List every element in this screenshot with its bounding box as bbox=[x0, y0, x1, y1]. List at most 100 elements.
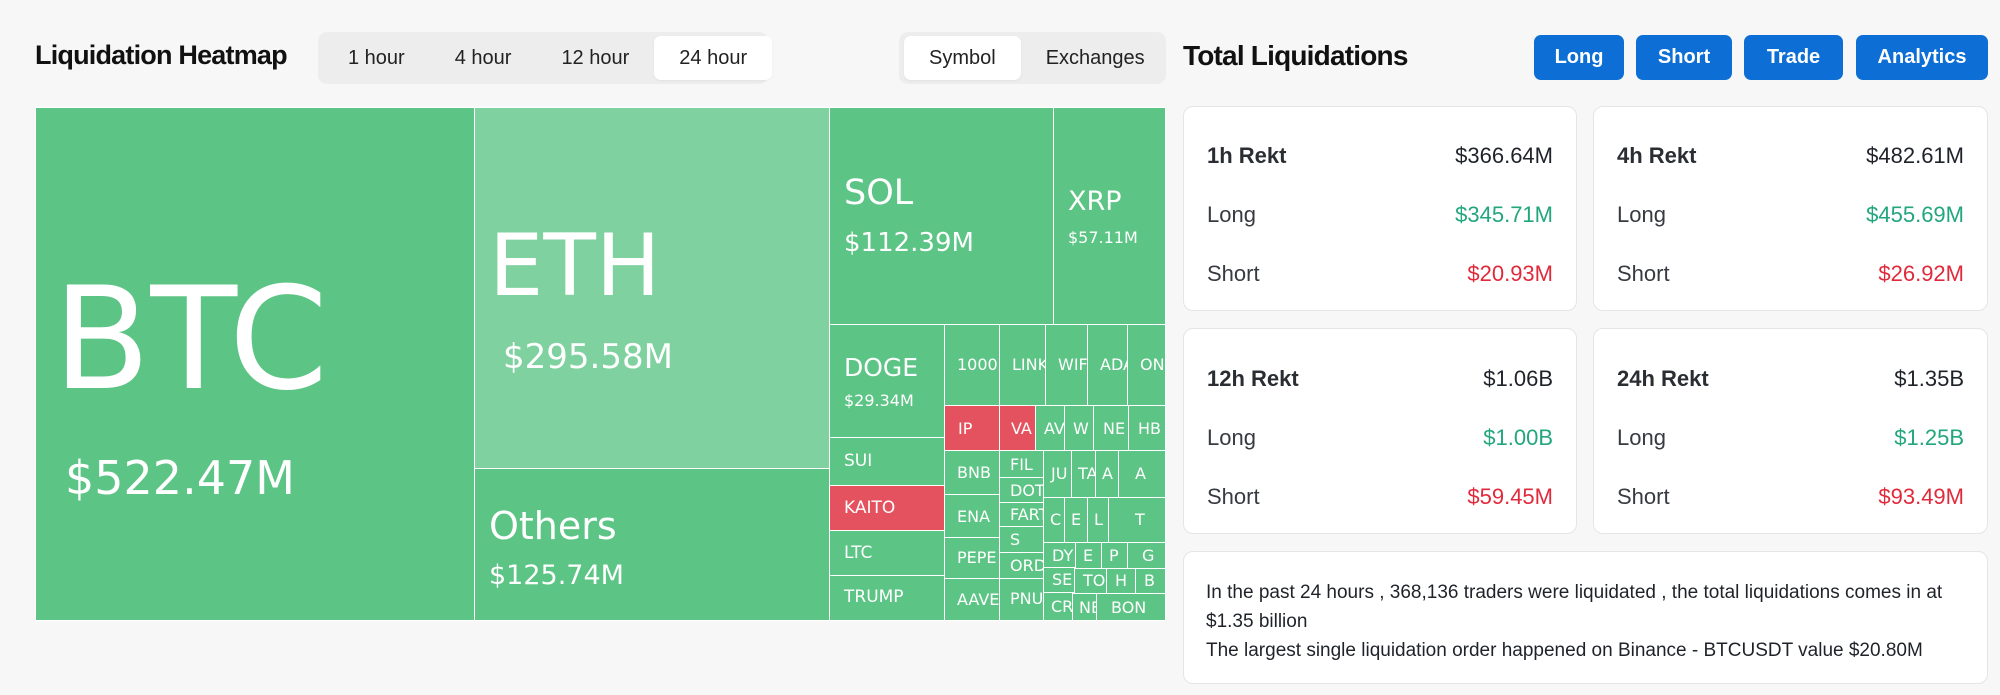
tile-symbol: W bbox=[1073, 419, 1089, 438]
tile-symbol: PNU bbox=[1010, 589, 1044, 608]
heatmap-tile-small[interactable]: DOT bbox=[999, 477, 1044, 503]
card-total: $1.35B bbox=[1894, 366, 1964, 391]
tile-symbol: Others bbox=[489, 504, 617, 548]
heatmap-tile-small[interactable]: SE bbox=[1043, 567, 1075, 593]
heatmap-tile-small[interactable]: TO bbox=[1074, 568, 1107, 594]
short-value: $26.92M bbox=[1878, 261, 1964, 286]
heatmap-tile-small[interactable]: FART bbox=[999, 502, 1044, 527]
tile-symbol: AV bbox=[1044, 419, 1065, 438]
heatmap-tile-small[interactable]: DY bbox=[1043, 542, 1076, 568]
heatmap-tile-small[interactable]: CR bbox=[1043, 592, 1073, 621]
heatmap-tile-sol[interactable]: SOL $112.39M bbox=[829, 107, 1054, 325]
tile-symbol: FART bbox=[1010, 505, 1043, 524]
long-value: $345.71M bbox=[1455, 202, 1553, 227]
heatmap-tile-small[interactable]: NE bbox=[1093, 405, 1129, 451]
card-total: $1.06B bbox=[1483, 366, 1553, 391]
trade-button[interactable]: Trade bbox=[1744, 35, 1843, 80]
long-value: $1.00B bbox=[1483, 425, 1553, 450]
tile-symbol: C bbox=[1050, 510, 1062, 529]
heatmap-tile-small[interactable]: T bbox=[1108, 497, 1166, 543]
heatmap-tile-sui[interactable]: SUI bbox=[829, 437, 945, 486]
heatmap-tile-small[interactable]: W bbox=[1064, 405, 1094, 451]
tile-symbol: ORD bbox=[1010, 556, 1044, 575]
time-filter-group: 1 hour 4 hour 12 hour 24 hour bbox=[318, 32, 773, 84]
heatmap-tile-small[interactable]: C bbox=[1043, 497, 1065, 543]
heatmap-tile-small[interactable]: IP bbox=[944, 405, 1000, 451]
heatmap-tile-eth[interactable]: ETH $295.58M bbox=[474, 107, 830, 469]
tile-symbol: E bbox=[1071, 510, 1082, 529]
tile-value: $125.74M bbox=[489, 560, 624, 591]
tile-value: $29.34M bbox=[844, 391, 914, 410]
heatmap-tile-small[interactable]: JU bbox=[1043, 450, 1072, 498]
heatmap-tile-small[interactable]: E bbox=[1064, 497, 1088, 543]
tile-symbol: ONDO bbox=[1140, 355, 1165, 374]
time-filter-12h[interactable]: 12 hour bbox=[561, 47, 630, 69]
short-button[interactable]: Short bbox=[1636, 35, 1732, 80]
heatmap-tile-small[interactable]: ORD bbox=[999, 552, 1044, 579]
heatmap-tile-small[interactable]: G bbox=[1127, 542, 1166, 569]
heatmap-tile-small[interactable]: HB bbox=[1128, 405, 1166, 451]
heatmap-tile-small[interactable]: 1000 bbox=[944, 324, 1000, 406]
heatmap-tile-small[interactable]: A bbox=[1095, 450, 1119, 498]
heatmap-tile-small[interactable]: S bbox=[999, 526, 1044, 553]
view-filter-exchanges[interactable]: Exchanges bbox=[1045, 47, 1145, 69]
tile-symbol: ENA bbox=[957, 507, 991, 526]
tile-symbol: IP bbox=[958, 419, 973, 438]
heatmap-tile-small[interactable]: TA bbox=[1071, 450, 1096, 498]
heatmap-tile-small[interactable]: BNB bbox=[944, 450, 1000, 495]
long-value: $455.69M bbox=[1866, 202, 1964, 227]
heatmap-tile-small[interactable]: H bbox=[1106, 568, 1136, 594]
time-filter-4h[interactable]: 4 hour bbox=[454, 47, 512, 69]
tile-symbol: E bbox=[1083, 546, 1094, 565]
heatmap-tile-others[interactable]: Others $125.74M bbox=[474, 468, 830, 621]
tile-symbol: A bbox=[1135, 464, 1146, 483]
heatmap-tile-small[interactable]: ADA bbox=[1087, 324, 1128, 406]
time-filter-1h[interactable]: 1 hour bbox=[348, 47, 405, 69]
heatmap-tile-small[interactable]: E bbox=[1075, 542, 1102, 569]
tile-symbol: LINK bbox=[1012, 355, 1046, 374]
summary-line-1: In the past 24 hours , 368,136 traders w… bbox=[1206, 582, 1943, 632]
heatmap-tile-small[interactable]: ONDO bbox=[1127, 324, 1166, 406]
long-button[interactable]: Long bbox=[1534, 35, 1624, 80]
heatmap-tile-kaito[interactable]: KAITO bbox=[829, 485, 945, 531]
tile-symbol: TRUMP bbox=[844, 587, 904, 607]
heatmap-tile-trump[interactable]: TRUMP bbox=[829, 575, 945, 621]
card-title: 12h Rekt bbox=[1207, 366, 1299, 391]
heatmap-tile-small[interactable]: LINK bbox=[999, 324, 1046, 406]
tile-symbol: VA bbox=[1011, 419, 1032, 438]
tile-symbol: 1000 bbox=[957, 355, 998, 374]
tile-symbol: B bbox=[1144, 571, 1155, 590]
analytics-button[interactable]: Analytics bbox=[1856, 35, 1988, 80]
tile-symbol: NE bbox=[1079, 598, 1096, 617]
heatmap-tile-btc[interactable]: BTC $522.47M bbox=[35, 107, 475, 621]
tile-symbol: XRP bbox=[1068, 186, 1122, 217]
heatmap-tile-small[interactable]: PNU bbox=[999, 578, 1044, 621]
heatmap-tile-small[interactable]: NE bbox=[1072, 593, 1097, 621]
heatmap-tile-small[interactable]: VA bbox=[999, 405, 1036, 451]
tile-symbol: HB bbox=[1138, 419, 1162, 438]
heatmap-tile-small[interactable]: AAVE bbox=[944, 578, 1000, 621]
rekt-card-4h: 4h Rekt $482.61M Long $455.69M Short $26.92… bbox=[1593, 106, 1988, 311]
heatmap-tile-small[interactable]: PEPE bbox=[944, 537, 1000, 579]
heatmap-tile-doge[interactable]: DOGE $29.34M bbox=[829, 324, 945, 438]
heatmap-tile-small[interactable]: FIL bbox=[999, 450, 1044, 478]
heatmap-tile-small[interactable]: BON bbox=[1096, 593, 1166, 621]
tile-symbol: BNB bbox=[957, 463, 991, 482]
heatmap-tile-small[interactable]: P bbox=[1101, 542, 1128, 569]
time-filter-24h[interactable]: 24 hour bbox=[654, 36, 773, 80]
heatmap-tile-small[interactable]: L bbox=[1087, 497, 1109, 543]
view-filter-symbol[interactable]: Symbol bbox=[904, 36, 1021, 80]
tile-symbol: TO bbox=[1083, 571, 1106, 590]
heatmap-tile-xrp[interactable]: XRP $57.11M bbox=[1053, 107, 1166, 325]
heatmap-tile-small[interactable]: ENA bbox=[944, 494, 1000, 538]
tile-value: $57.11M bbox=[1068, 228, 1138, 247]
heatmap-tile-small[interactable]: B bbox=[1135, 568, 1166, 594]
tile-symbol: PEPE bbox=[957, 548, 997, 567]
heatmap-tile-small[interactable]: WIF bbox=[1045, 324, 1088, 406]
heatmap-tile-small[interactable]: A bbox=[1118, 450, 1166, 498]
long-label: Long bbox=[1207, 202, 1256, 227]
heatmap-tile-ltc[interactable]: LTC bbox=[829, 530, 945, 576]
heatmap-tile-small[interactable]: AV bbox=[1035, 405, 1065, 451]
tile-symbol: ADA bbox=[1100, 355, 1127, 374]
view-filter-group: Symbol Exchanges bbox=[899, 32, 1166, 84]
